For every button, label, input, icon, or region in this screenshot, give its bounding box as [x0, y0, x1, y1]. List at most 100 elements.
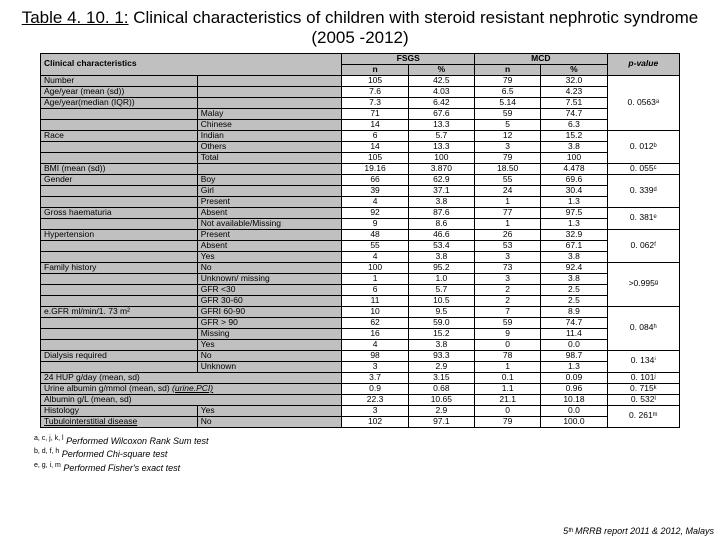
row-label-b: GFRI 60-90	[197, 306, 342, 317]
row-label-b: Yes	[197, 251, 342, 262]
row-label-b	[197, 75, 342, 86]
table-row: Yes43.800.0	[41, 339, 680, 350]
cell-n1: 102	[342, 416, 408, 427]
cell-p1: 9.5	[408, 306, 474, 317]
row-label-b: Girl	[197, 185, 342, 196]
cell-p2: 4.478	[541, 163, 607, 174]
cell-n1: 4	[342, 251, 408, 262]
cell-p2: 11.4	[541, 328, 607, 339]
cell-pvalue: 0. 0563ᵃ	[607, 75, 679, 130]
cell-pvalue: 0. 381ᵉ	[607, 207, 679, 229]
cell-n1: 92	[342, 207, 408, 218]
footnotes: a, c, j, k, l Performed Wilcoxon Rank Su…	[34, 434, 708, 475]
row-label-a	[41, 119, 198, 130]
row-label-a: Hypertension	[41, 229, 198, 240]
row-label-b: Present	[197, 196, 342, 207]
cell-p1: 42.5	[408, 75, 474, 86]
row-label-a	[41, 251, 198, 262]
cell-p1: 5.7	[408, 284, 474, 295]
cell-n1: 6	[342, 284, 408, 295]
cell-p2: 1.3	[541, 218, 607, 229]
row-label-a: Age/year(median (IQR))	[41, 97, 198, 108]
row-label-a	[41, 152, 198, 163]
cell-pvalue: >0.995ᵍ	[607, 262, 679, 306]
cell-pvalue: 0. 532ˡ	[607, 394, 679, 405]
row-label-a	[41, 328, 198, 339]
cell-p1: 3.8	[408, 251, 474, 262]
row-label-a: Tubulointerstitial disease	[41, 416, 198, 427]
table-row: Gross haematuriaAbsent9287.67797.50. 381…	[41, 207, 680, 218]
cell-p1: 37.1	[408, 185, 474, 196]
cell-n1: 100	[342, 262, 408, 273]
cell-n2: 5.14	[475, 97, 541, 108]
table-title: Table 4. 10. 1: Clinical characteristics…	[12, 8, 708, 49]
cell-pvalue: 0. 101ʲ	[607, 372, 679, 383]
row-label-a	[41, 284, 198, 295]
table-row: Age/year(median (IQR))7.36.425.147.51	[41, 97, 680, 108]
row-label-a	[41, 185, 198, 196]
cell-n2: 12	[475, 130, 541, 141]
cell-p1: 95.2	[408, 262, 474, 273]
cell-p2: 92.4	[541, 262, 607, 273]
table-row: RaceIndian65.71215.20. 012ᵇ	[41, 130, 680, 141]
cell-pvalue: 0. 084ʰ	[607, 306, 679, 350]
cell-pvalue: 0. 715ᵏ	[607, 383, 679, 394]
cell-n2: 59	[475, 317, 541, 328]
cell-p2: 74.7	[541, 108, 607, 119]
table-row: Not available/Missing98.611.3	[41, 218, 680, 229]
cell-n1: 10	[342, 306, 408, 317]
cell-n1: 3	[342, 405, 408, 416]
cell-pvalue: 0. 261ᵐ	[607, 405, 679, 427]
row-label-b: Absent	[197, 240, 342, 251]
row-label-b: GFR > 90	[197, 317, 342, 328]
row-label: Albumin g/L (mean, sd)	[41, 394, 342, 405]
row-label-b: Unknown	[197, 361, 342, 372]
cell-pvalue: 0. 062ᶠ	[607, 229, 679, 262]
cell-p2: 3.8	[541, 141, 607, 152]
cell-n2: 2	[475, 284, 541, 295]
cell-n2: 55	[475, 174, 541, 185]
cell-n2: 0	[475, 405, 541, 416]
cell-n2: 0	[475, 339, 541, 350]
table-row: e.GFR ml/min/1. 73 m²GFRI 60-90109.578.9…	[41, 306, 680, 317]
row-label-b: Boy	[197, 174, 342, 185]
cell-p2: 30.4	[541, 185, 607, 196]
table-row: Dialysis requiredNo9893.37898.70. 134ⁱ	[41, 350, 680, 361]
cell-n1: 1	[342, 273, 408, 284]
cell-p1: 5.7	[408, 130, 474, 141]
cell-p1: 0.68	[408, 383, 474, 394]
row-label-b: Total	[197, 152, 342, 163]
cell-p1: 10.65	[408, 394, 474, 405]
cell-p1: 13.3	[408, 119, 474, 130]
header-pvalue: p-value	[607, 53, 679, 75]
cell-n1: 4	[342, 196, 408, 207]
table-row: Age/year (mean (sd))7.64.036.54.23	[41, 86, 680, 97]
cell-n1: 7.6	[342, 86, 408, 97]
cell-n2: 3	[475, 141, 541, 152]
row-label-a: e.GFR ml/min/1. 73 m²	[41, 306, 198, 317]
row-label-b: Chinese	[197, 119, 342, 130]
row-label-b: Unknown/ missing	[197, 273, 342, 284]
cell-p2: 2.5	[541, 295, 607, 306]
cell-p2: 32.9	[541, 229, 607, 240]
row-label-a: Number	[41, 75, 198, 86]
cell-p2: 98.7	[541, 350, 607, 361]
cell-n1: 14	[342, 141, 408, 152]
cell-n2: 2	[475, 295, 541, 306]
cell-n1: 98	[342, 350, 408, 361]
table-row: Malay7167.65974.7	[41, 108, 680, 119]
cell-n2: 5	[475, 119, 541, 130]
clinical-table: Clinical characteristics FSGS MCD p-valu…	[40, 53, 680, 428]
cell-n1: 16	[342, 328, 408, 339]
table-row: Family historyNo10095.27392.4>0.995ᵍ	[41, 262, 680, 273]
header-p1: %	[408, 64, 474, 75]
table-row: Number10542.57932.00. 0563ᵃ	[41, 75, 680, 86]
cell-n2: 1	[475, 361, 541, 372]
row-label-a	[41, 339, 198, 350]
row-label-b: Present	[197, 229, 342, 240]
cell-p1: 53.4	[408, 240, 474, 251]
cell-n2: 1	[475, 196, 541, 207]
row-label-a: BMI (mean (sd))	[41, 163, 198, 174]
cell-n2: 1	[475, 218, 541, 229]
cell-n1: 105	[342, 152, 408, 163]
